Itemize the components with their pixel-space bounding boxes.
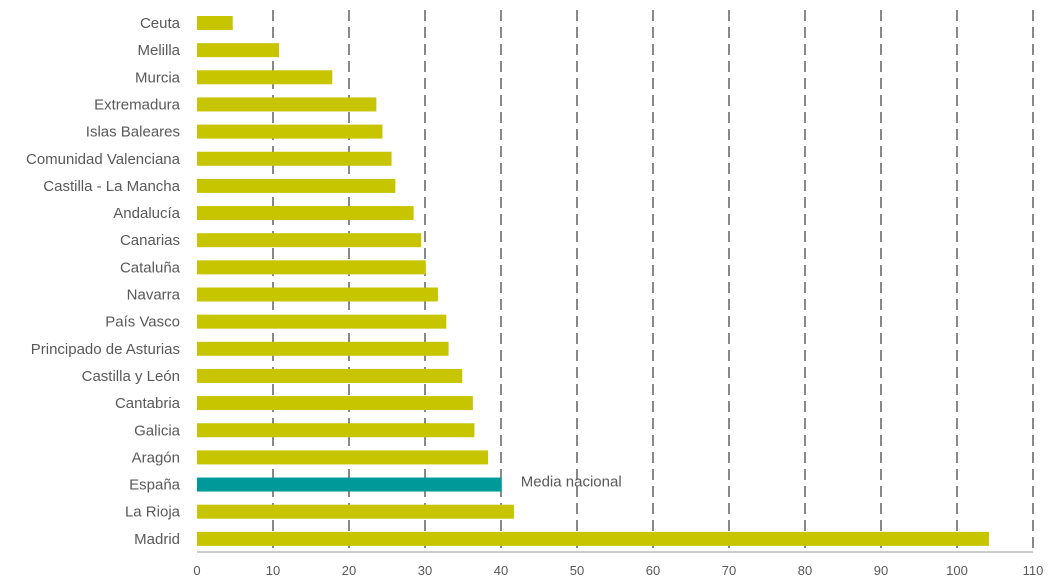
bar-canarias	[197, 233, 422, 248]
category-label-galicia: Galicia	[134, 422, 181, 439]
bar-ceuta	[197, 16, 233, 30]
bar-galicia	[197, 423, 475, 438]
category-label-extremadura: Extremadura	[94, 96, 181, 113]
bar-aragon	[197, 450, 489, 465]
bar-extremadura	[197, 97, 377, 112]
x-tick-label-50: 50	[570, 563, 584, 578]
bar-la-rioja	[197, 504, 514, 519]
category-label-cantabria: Cantabria	[115, 395, 181, 412]
category-label-canarias: Canarias	[120, 232, 180, 249]
bar-comunidad-valenciana	[197, 151, 392, 166]
category-label-principado-de-asturias: Principado de Asturias	[31, 341, 180, 358]
category-label-comunidad-valenciana: Comunidad Valenciana	[26, 151, 181, 168]
x-tick-label-30: 30	[418, 563, 432, 578]
bar-pais-vasco	[197, 314, 447, 329]
x-tick-label-90: 90	[874, 563, 888, 578]
category-label-castilla-la-mancha: Castilla - La Mancha	[43, 178, 180, 195]
bar-islas-baleares	[197, 124, 383, 139]
bar-madrid	[197, 531, 989, 546]
category-label-madrid: Madrid	[134, 531, 180, 548]
category-label-cataluna: Cataluña	[120, 259, 181, 276]
x-tick-label-80: 80	[798, 563, 812, 578]
x-tick-label-0: 0	[193, 563, 200, 578]
annotation-media-nacional: Media nacional	[521, 474, 622, 491]
bar-castilla-y-leon	[197, 368, 463, 383]
category-label-pais-vasco: País Vasco	[105, 314, 180, 331]
category-label-islas-baleares: Islas Baleares	[86, 124, 180, 141]
bar-melilla	[197, 43, 280, 58]
bar-cantabria	[197, 396, 473, 411]
category-label-melilla: Melilla	[137, 42, 180, 59]
category-label-andalucia: Andalucía	[113, 205, 180, 222]
x-tick-label-100: 100	[946, 563, 968, 578]
category-label-navarra: Navarra	[127, 287, 181, 304]
annotations: Media nacional	[521, 474, 622, 491]
x-tick-labels: 0 10 20 30 40 50 60 70 80 90 100 110	[193, 563, 1043, 578]
category-label-espana: España	[129, 477, 181, 494]
x-tick-label-40: 40	[494, 563, 508, 578]
category-labels: Ceuta Melilla Murcia Extremadura Islas Balea…	[26, 15, 181, 548]
category-label-ceuta: Ceuta	[140, 15, 181, 32]
x-tick-label-10: 10	[266, 563, 280, 578]
bar-murcia	[197, 70, 333, 85]
category-label-aragon: Aragón	[132, 449, 180, 466]
bars	[197, 16, 989, 546]
x-tick-label-110: 110	[1023, 563, 1044, 578]
category-label-la-rioja: La Rioja	[125, 504, 181, 521]
bar-andalucia	[197, 206, 414, 221]
x-tick-label-60: 60	[646, 563, 660, 578]
category-label-castilla-y-leon: Castilla y León	[82, 368, 180, 385]
x-tick-label-70: 70	[722, 563, 736, 578]
x-tick-label-20: 20	[342, 563, 356, 578]
bar-espana	[197, 477, 502, 492]
bar-navarra	[197, 287, 438, 302]
bar-castilla-la-mancha	[197, 178, 396, 193]
grid-lines	[272, 10, 1034, 552]
bar-cataluna	[197, 260, 426, 275]
bar-principado-de-asturias	[197, 341, 449, 356]
category-label-murcia: Murcia	[135, 69, 181, 86]
